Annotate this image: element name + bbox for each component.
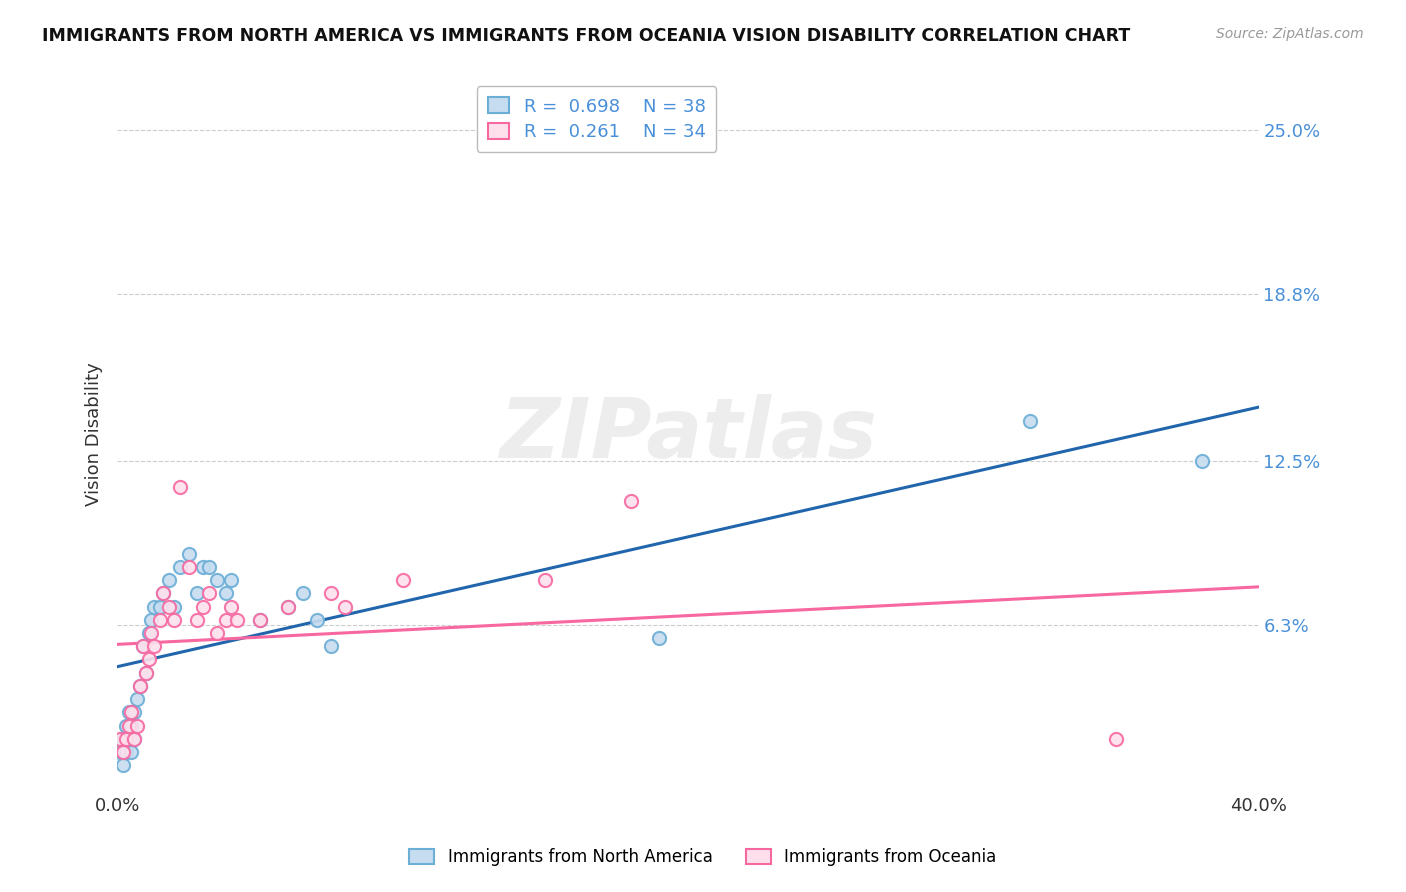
Point <box>114 731 136 746</box>
Point <box>205 573 228 587</box>
Point <box>534 573 557 587</box>
Point <box>249 613 271 627</box>
Point <box>114 718 136 732</box>
Y-axis label: Vision Disability: Vision Disability <box>86 363 103 507</box>
Point <box>1105 731 1128 746</box>
Text: ZIPatlas: ZIPatlas <box>499 394 877 475</box>
Point <box>205 626 228 640</box>
Point <box>157 599 180 614</box>
Point <box>141 613 163 627</box>
Point <box>305 613 328 627</box>
Point <box>141 626 163 640</box>
Point <box>620 493 643 508</box>
Point <box>138 626 160 640</box>
Point <box>138 652 160 666</box>
Point <box>249 613 271 627</box>
Point <box>117 706 139 720</box>
Point <box>135 665 157 680</box>
Point <box>124 706 146 720</box>
Point <box>157 573 180 587</box>
Text: IMMIGRANTS FROM NORTH AMERICA VS IMMIGRANTS FROM OCEANIA VISION DISABILITY CORRE: IMMIGRANTS FROM NORTH AMERICA VS IMMIGRA… <box>42 27 1130 45</box>
Point <box>277 599 299 614</box>
Point <box>191 599 214 614</box>
Point <box>129 679 152 693</box>
Point <box>120 706 142 720</box>
Point <box>648 632 671 646</box>
Point <box>152 586 174 600</box>
Point <box>111 731 134 746</box>
Point <box>391 573 413 587</box>
Point <box>143 599 166 614</box>
Point <box>277 599 299 614</box>
Point <box>127 718 149 732</box>
Point <box>117 718 139 732</box>
Point <box>221 599 243 614</box>
Point <box>163 613 186 627</box>
Legend: Immigrants from North America, Immigrants from Oceania: Immigrants from North America, Immigrant… <box>401 840 1005 875</box>
Point <box>114 745 136 759</box>
Point <box>291 586 314 600</box>
Point <box>124 731 146 746</box>
Point <box>135 665 157 680</box>
Point <box>177 547 200 561</box>
Point <box>152 586 174 600</box>
Point <box>163 599 186 614</box>
Point <box>120 718 142 732</box>
Point <box>226 613 249 627</box>
Point <box>197 586 219 600</box>
Point <box>111 758 134 772</box>
Point <box>221 573 243 587</box>
Point <box>321 639 343 653</box>
Point <box>143 639 166 653</box>
Point <box>149 613 172 627</box>
Point <box>129 679 152 693</box>
Text: Source: ZipAtlas.com: Source: ZipAtlas.com <box>1216 27 1364 41</box>
Point <box>111 745 134 759</box>
Point <box>132 639 155 653</box>
Point <box>191 559 214 574</box>
Point <box>124 731 146 746</box>
Point <box>169 480 191 494</box>
Point <box>186 613 208 627</box>
Point <box>117 731 139 746</box>
Point <box>108 731 131 746</box>
Point <box>149 599 172 614</box>
Point <box>321 586 343 600</box>
Legend: R =  0.698    N = 38, R =  0.261    N = 34: R = 0.698 N = 38, R = 0.261 N = 34 <box>477 87 717 152</box>
Point <box>197 559 219 574</box>
Point <box>186 586 208 600</box>
Point <box>1191 454 1213 468</box>
Point <box>335 599 357 614</box>
Point <box>177 559 200 574</box>
Point <box>169 559 191 574</box>
Point <box>214 586 236 600</box>
Point <box>214 613 236 627</box>
Point <box>108 745 131 759</box>
Point <box>132 639 155 653</box>
Point <box>127 692 149 706</box>
Point <box>120 745 142 759</box>
Point <box>1019 414 1042 428</box>
